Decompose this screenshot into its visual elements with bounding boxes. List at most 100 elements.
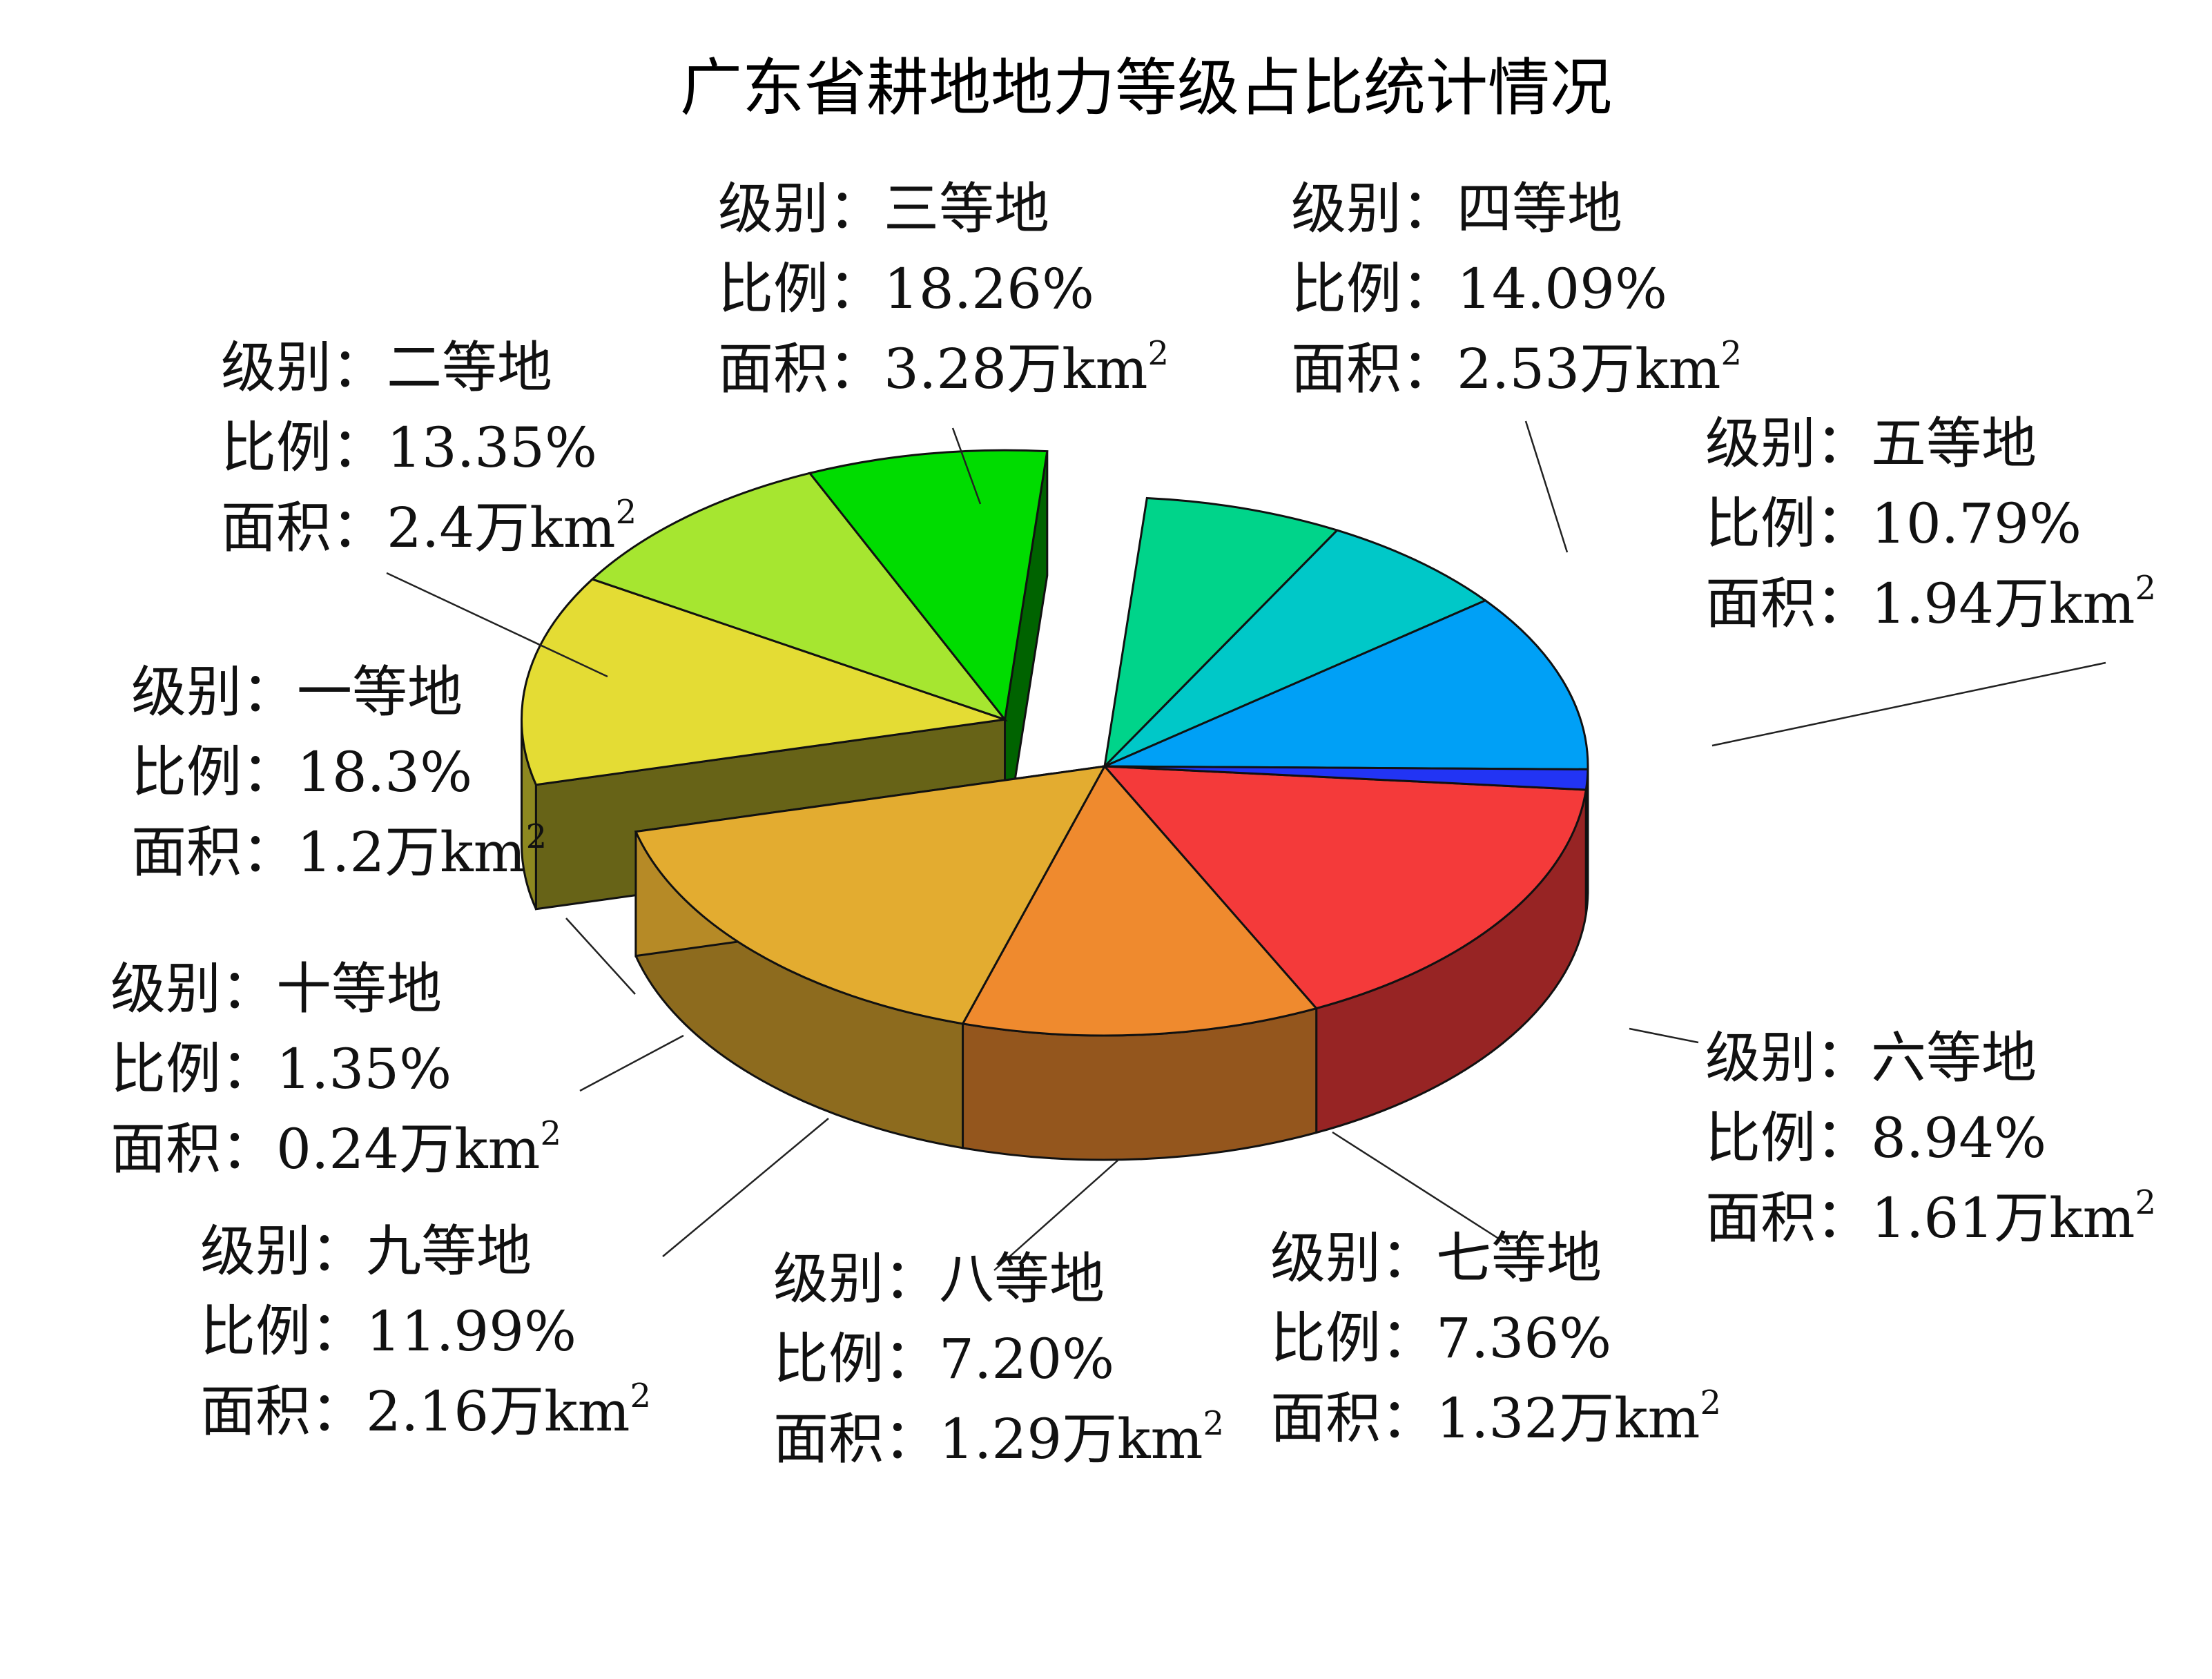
ratio-field-label: 比例：	[200, 1299, 366, 1363]
leader-line-10	[579, 1034, 684, 1092]
area-value: 3.28	[884, 337, 1007, 401]
grade-field-label: 级别：	[1705, 411, 1871, 476]
area-value: 1.32	[1436, 1386, 1559, 1450]
area-line: 面积：3.28万km2	[718, 334, 1169, 401]
grade-line: 级别：十等地	[110, 957, 442, 1021]
ratio-value: 13.35%	[387, 416, 597, 480]
leader-line-3	[951, 427, 982, 505]
ratio-line: 比例：18.26%	[718, 257, 1094, 321]
area-unit-superscript: 2	[1700, 1384, 1721, 1422]
area-value: 0.24	[276, 1117, 399, 1181]
ratio-line: 比例：14.09%	[1291, 257, 1667, 321]
area-line: 面积：2.53万km2	[1291, 334, 1742, 401]
area-line: 面积：2.4万km2	[221, 493, 637, 560]
area-unit: 万km	[1580, 337, 1720, 401]
ratio-field-label: 比例：	[131, 740, 297, 804]
ratio-field-label: 比例：	[221, 416, 387, 480]
area-unit-superscript: 2	[2135, 1183, 2156, 1222]
grade-value: 五等地	[1871, 411, 2037, 476]
area-unit: 万km	[399, 1117, 540, 1181]
ratio-field-label: 比例：	[1705, 492, 1871, 556]
ratio-line: 比例：10.79%	[1705, 492, 2082, 556]
area-unit: 万km	[1994, 1186, 2135, 1250]
grade-field-label: 级别：	[200, 1219, 366, 1283]
ratio-field-label: 比例：	[1270, 1306, 1436, 1370]
grade-line: 级别：九等地	[200, 1219, 532, 1283]
area-value: 2.53	[1457, 337, 1580, 401]
ratio-line: 比例：13.35%	[221, 416, 597, 480]
grade-field-label: 级别：	[1270, 1226, 1436, 1290]
grade-field-label: 级别：	[773, 1247, 939, 1311]
ratio-value: 8.94%	[1871, 1106, 2046, 1170]
area-field-label: 面积：	[221, 496, 387, 560]
leader-line-7	[1332, 1131, 1506, 1244]
area-unit-superscript: 2	[526, 817, 547, 856]
area-line: 面积：1.32万km2	[1270, 1384, 1721, 1450]
grade-line: 级别：一等地	[131, 660, 463, 724]
area-field-label: 面积：	[773, 1407, 939, 1471]
area-value: 1.94	[1871, 572, 1994, 636]
ratio-value: 1.35%	[276, 1037, 452, 1101]
area-unit-superscript: 2	[616, 493, 637, 532]
grade-value: 三等地	[884, 177, 1049, 241]
ratio-field-label: 比例：	[1705, 1106, 1871, 1170]
area-unit: 万km	[385, 820, 525, 884]
ratio-value: 18.3%	[297, 740, 472, 804]
grade-line: 级别：八等地	[773, 1247, 1105, 1311]
area-unit-superscript: 2	[1147, 334, 1169, 373]
area-field-label: 面积：	[1705, 572, 1871, 636]
grade-value: 四等地	[1457, 177, 1622, 241]
slice-3	[634, 765, 1107, 1025]
ratio-field-label: 比例：	[773, 1327, 939, 1391]
ratio-field-label: 比例：	[718, 257, 884, 321]
area-field-label: 面积：	[200, 1379, 366, 1444]
chart-title: 广东省耕地地力等级占比统计情况	[680, 52, 1612, 124]
ratio-value: 14.09%	[1457, 257, 1667, 321]
slice-10	[1104, 765, 1589, 791]
area-field-label: 面积：	[110, 1117, 276, 1181]
grade-line: 级别：二等地	[221, 336, 552, 400]
area-field-label: 面积：	[1270, 1386, 1436, 1450]
area-line: 面积：0.24万km2	[110, 1114, 561, 1181]
area-unit: 万km	[1062, 1407, 1203, 1471]
leader-line-6	[1629, 1027, 1699, 1044]
area-value: 1.2	[297, 820, 385, 884]
ratio-line: 比例：18.3%	[131, 740, 472, 804]
area-unit: 万km	[1007, 337, 1147, 401]
area-unit: 万km	[1994, 572, 2135, 636]
area-value: 2.4	[387, 496, 474, 560]
ratio-line: 比例：8.94%	[1705, 1106, 2046, 1170]
area-unit-superscript: 2	[1203, 1404, 1224, 1443]
leader-line-4	[1524, 420, 1569, 553]
area-line: 面积：1.29万km2	[773, 1404, 1224, 1471]
area-line: 面积：2.16万km2	[200, 1377, 651, 1444]
leader-line-2	[386, 572, 608, 678]
area-unit-superscript: 2	[2135, 569, 2156, 608]
area-field-label: 面积：	[718, 337, 884, 401]
grade-field-label: 级别：	[1291, 177, 1457, 241]
grade-field-label: 级别：	[110, 957, 276, 1021]
slice-4	[521, 578, 1005, 786]
grade-value: 九等地	[366, 1219, 532, 1283]
grade-value: 二等地	[387, 336, 552, 400]
area-line: 面积：1.2万km2	[131, 817, 547, 884]
leader-line-9	[662, 1118, 829, 1257]
ratio-value: 7.20%	[939, 1327, 1114, 1391]
grade-value: 六等地	[1871, 1026, 2037, 1090]
grade-line: 级别：六等地	[1705, 1026, 2037, 1090]
ratio-line: 比例：7.20%	[773, 1327, 1114, 1391]
slice-5	[590, 472, 1008, 722]
leader-line-5	[1711, 661, 2106, 747]
ratio-line: 比例：7.36%	[1270, 1306, 1611, 1370]
grade-line: 级别：四等地	[1291, 177, 1622, 241]
area-line: 面积：1.61万km2	[1705, 1183, 2156, 1250]
